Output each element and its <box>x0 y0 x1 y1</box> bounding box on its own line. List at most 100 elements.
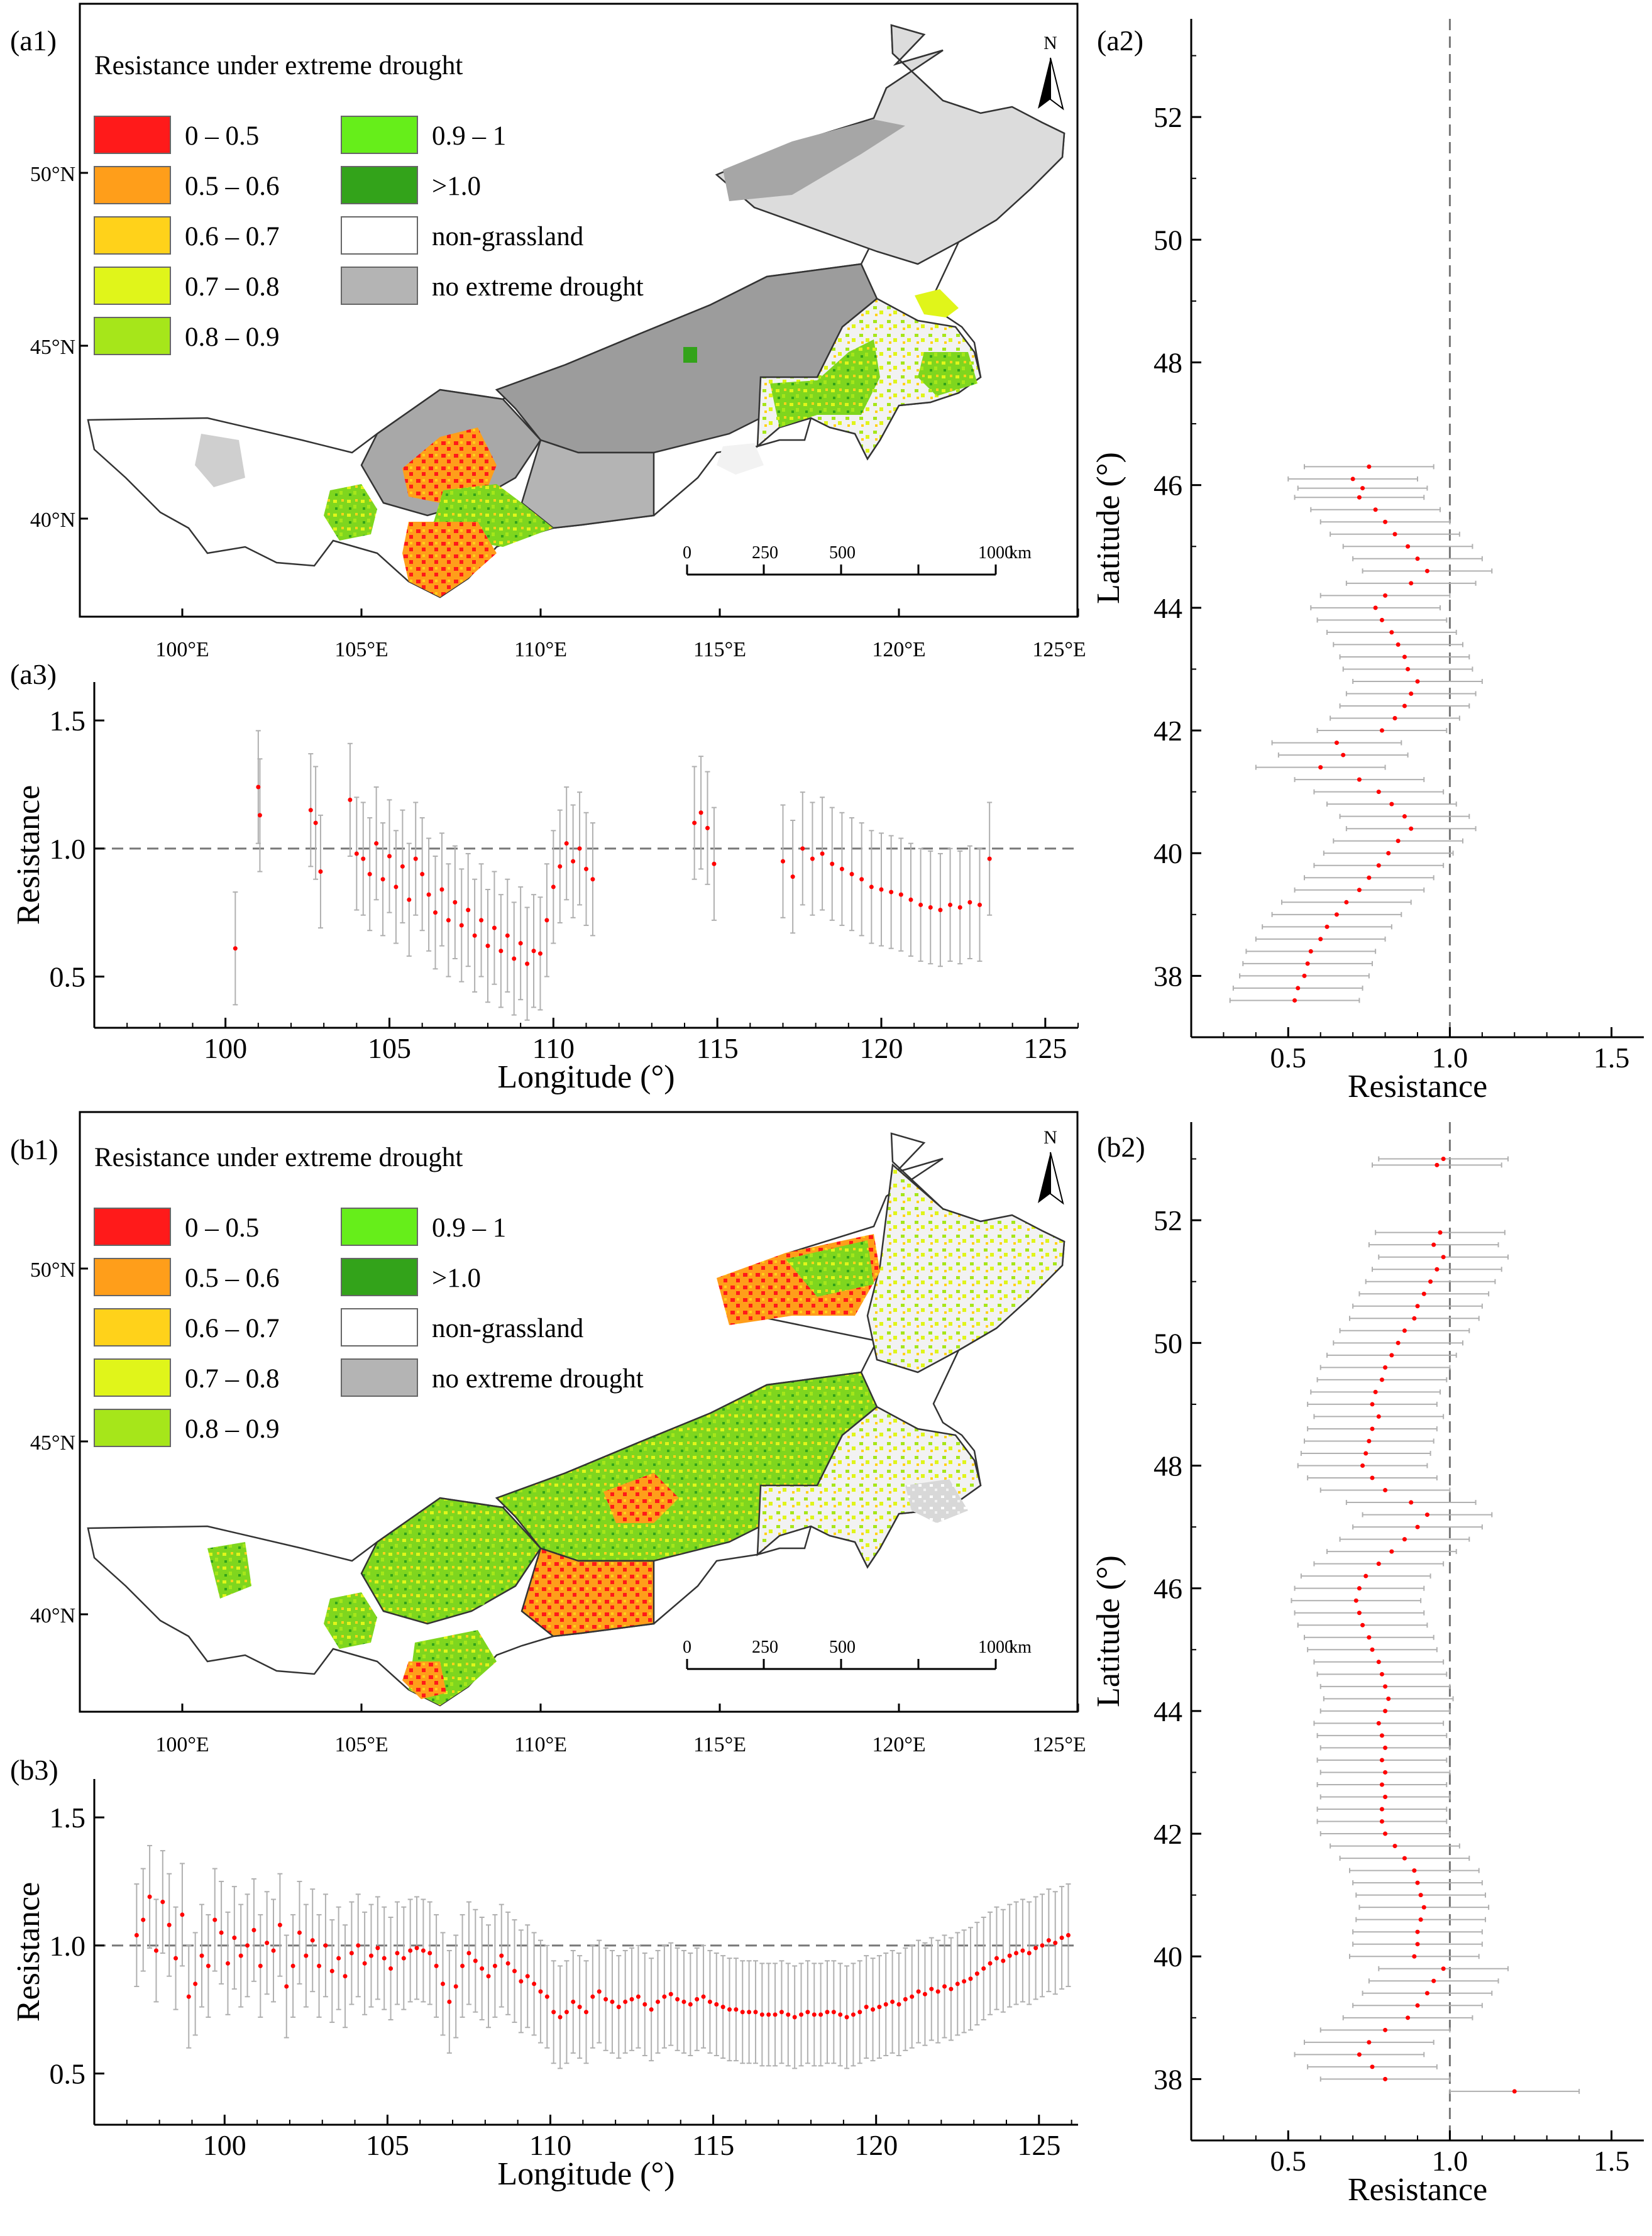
data-point <box>408 1948 413 1953</box>
data-point <box>453 900 458 905</box>
data-point <box>1376 1660 1381 1665</box>
data-point <box>1379 1782 1384 1787</box>
legend-label-a1-4: 0.8 – 0.9 <box>185 322 280 352</box>
data-point <box>1383 1709 1388 1714</box>
data-point <box>844 2015 849 2020</box>
data-point <box>727 2007 732 2012</box>
y-tick-label: 42 <box>1154 1818 1182 1850</box>
data-point <box>180 1912 185 1917</box>
x-axis-label: Resistance <box>1348 2172 1487 2208</box>
data-point <box>675 1996 680 2002</box>
y-tick-label: 50 <box>1154 1327 1182 1359</box>
data-point <box>610 1999 615 2004</box>
data-point <box>380 877 385 882</box>
data-point <box>662 1994 667 1999</box>
lon-tick-a1-3: 115°E <box>693 638 746 661</box>
data-point <box>1066 1933 1071 1938</box>
legend-label-b1-1: 0.5 – 0.6 <box>185 1264 280 1293</box>
x-tick-label: 0.5 <box>1270 2145 1307 2177</box>
y-tick-label: 50 <box>1154 224 1182 256</box>
legend-swatch-a1-0 <box>94 116 171 154</box>
data-point <box>1014 1951 1019 1956</box>
data-point <box>759 2012 764 2017</box>
data-point <box>1379 1733 1384 1738</box>
data-point <box>492 925 497 930</box>
legend-swatch-b1-0 <box>94 1208 171 1246</box>
x-tick-label: 1.5 <box>1594 1042 1630 1074</box>
y-tick-label: 46 <box>1154 1573 1182 1605</box>
data-point <box>421 1948 426 1953</box>
chart-a3: 100 105 110 115 120 125 0.5 1.0 1.5 Longitude (°)… <box>11 682 1079 1095</box>
data-point <box>537 951 542 956</box>
data-point <box>1379 1377 1384 1382</box>
data-point <box>512 1969 517 1974</box>
legend-swatch-a1-6 <box>341 166 418 204</box>
scale-unit-b1: km <box>1009 1638 1032 1657</box>
data-point <box>1421 1905 1426 1910</box>
data-point <box>1040 1943 1045 1948</box>
data-point <box>245 1943 250 1948</box>
data-point <box>786 2012 791 2017</box>
data-point <box>825 2010 830 2015</box>
data-point <box>942 1984 947 1989</box>
data-point <box>1392 1844 1397 1849</box>
data-point <box>1379 1758 1384 1763</box>
data-point <box>518 941 523 946</box>
data-point <box>558 864 563 869</box>
data-point <box>889 889 894 895</box>
data-point <box>957 905 962 910</box>
data-point <box>1389 1353 1394 1358</box>
y-tick-label: 38 <box>1154 2063 1182 2095</box>
data-point <box>642 2002 647 2007</box>
data-point <box>329 1969 334 1974</box>
data-point <box>394 884 399 889</box>
data-point <box>1020 1948 1025 1953</box>
data-point <box>564 2010 569 2015</box>
y-tick-label: 1.5 <box>50 1802 86 1834</box>
data-point <box>317 1963 322 1968</box>
data-point <box>1357 888 1362 893</box>
data-point <box>1053 1941 1058 1946</box>
data-point <box>459 923 464 928</box>
x-tick-label: 120 <box>860 1032 903 1064</box>
data-point <box>1396 1340 1401 1345</box>
data-point <box>1409 1500 1414 1505</box>
data-point <box>805 2010 810 2015</box>
data-point <box>232 1936 237 1941</box>
data-point <box>1431 1978 1436 1983</box>
panel-label-b1: (b1) <box>10 1133 58 1165</box>
y-tick-label: 48 <box>1154 347 1182 379</box>
data-point <box>1341 752 1346 757</box>
data-point <box>1357 777 1362 782</box>
legend-label-a1-3: 0.7 – 0.8 <box>185 272 280 302</box>
data-point <box>505 1961 510 1966</box>
data-point <box>705 825 710 830</box>
y-axis-label: Latitude (°) <box>1091 452 1126 604</box>
data-point <box>499 1953 504 1958</box>
data-point <box>519 1979 524 1984</box>
data-point <box>257 813 262 818</box>
panel-label-a3: (a3) <box>10 658 57 690</box>
scale-label-b1-1: 250 <box>752 1638 778 1657</box>
data-point <box>367 872 372 877</box>
legend-label-b1-6: >1.0 <box>432 1264 481 1293</box>
y-axis-label: Resistance <box>11 1882 47 2022</box>
data-point <box>1318 765 1323 770</box>
data-point <box>308 808 313 813</box>
data-point <box>1370 1647 1375 1652</box>
data-point <box>1363 1451 1368 1456</box>
data-point <box>505 933 510 938</box>
y-tick-label: 1.5 <box>50 705 86 737</box>
data-point <box>994 1956 999 1961</box>
data-point <box>623 1999 628 2004</box>
x-tick-label: 125 <box>1017 2129 1060 2161</box>
legend-label-a1-2: 0.6 – 0.7 <box>185 222 280 251</box>
data-point <box>967 900 972 905</box>
data-point <box>407 897 412 902</box>
x-tick-label: 125 <box>1023 1032 1067 1064</box>
data-point <box>974 1971 979 1976</box>
data-point <box>890 1999 895 2004</box>
data-point <box>1383 2076 1388 2081</box>
x-tick-label: 0.5 <box>1270 1042 1307 1074</box>
data-point <box>354 851 359 856</box>
